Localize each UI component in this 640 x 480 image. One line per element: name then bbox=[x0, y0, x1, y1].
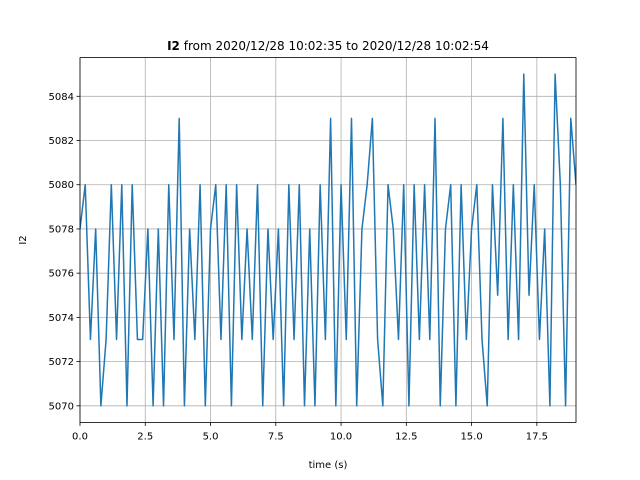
y-tick-label: 5070 bbox=[49, 401, 74, 412]
y-tick-label: 5076 bbox=[49, 269, 74, 280]
x-tick-label: 7.5 bbox=[268, 431, 284, 442]
x-tick-label: 5.0 bbox=[203, 431, 219, 442]
y-tick-label: 5074 bbox=[49, 313, 74, 324]
title-text: from 2020/12/28 10:02:35 to 2020/12/28 1… bbox=[184, 39, 489, 53]
y-axis-label: I2 bbox=[18, 235, 29, 244]
x-tick-label: 0.0 bbox=[72, 431, 88, 442]
y-tick-label: 5072 bbox=[49, 357, 74, 368]
y-tick-label: 5084 bbox=[49, 92, 74, 103]
x-tick-label: 17.5 bbox=[526, 431, 548, 442]
x-tick-label: 10.0 bbox=[330, 431, 352, 442]
y-tick-label: 5078 bbox=[49, 224, 74, 235]
x-axis-label: time (s) bbox=[309, 460, 348, 471]
chart-title: I2 from 2020/12/28 10:02:35 to 2020/12/2… bbox=[167, 39, 489, 53]
x-tick-label: 12.5 bbox=[395, 431, 417, 442]
x-tick-label: 15.0 bbox=[460, 431, 482, 442]
title-name: I2 bbox=[167, 39, 180, 53]
x-tick-label: 2.5 bbox=[137, 431, 153, 442]
plot-frame bbox=[79, 57, 577, 423]
data-line bbox=[80, 73, 576, 407]
y-tick-label: 5082 bbox=[49, 136, 74, 147]
y-tick-label: 5080 bbox=[49, 180, 74, 191]
